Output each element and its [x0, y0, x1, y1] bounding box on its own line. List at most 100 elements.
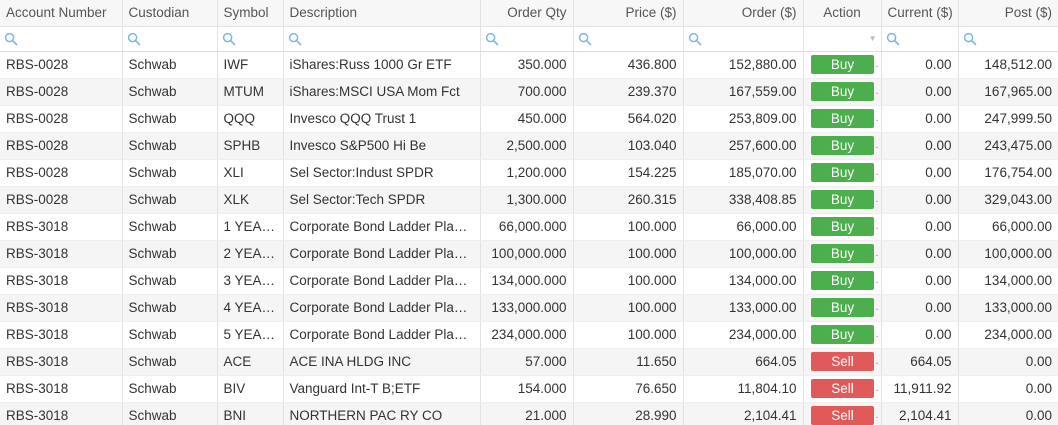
table-row[interactable]: RBS-3018 Schwab BIV Vanguard Int-T B;ETF 154… — [0, 375, 1058, 403]
cell-action: Buy. — [803, 105, 882, 133]
filter-input-custodian[interactable] — [127, 27, 213, 51]
filter-input-price[interactable] — [578, 27, 679, 51]
table-row[interactable]: RBS-0028 Schwab XLK Sel Sector:Tech SPDR 1,3… — [0, 186, 1058, 214]
cell-description: Vanguard Int-T B;ETF — [283, 375, 481, 403]
table-row[interactable]: RBS-0028 Schwab IWF iShares:Russ 1000 Gr ET… — [0, 51, 1058, 79]
filter-cell-account[interactable] — [0, 26, 123, 52]
cell-order-qty: 21.000 — [480, 402, 574, 425]
column-header-row: Account Number Custodian Symbol Descript… — [0, 0, 1058, 27]
table-row[interactable]: RBS-3018 Schwab BNI NORTHERN PAC RY CO 21.00… — [0, 402, 1058, 425]
filter-input-symbol[interactable] — [222, 27, 279, 51]
cell-order-qty: 134,000.000 — [480, 267, 574, 295]
cell-description: Corporate Bond Ladder Place... — [283, 321, 481, 349]
table-row[interactable]: RBS-3018 Schwab 5 YEAR... Corporate Bond La… — [0, 321, 1058, 349]
filter-cell-description[interactable] — [283, 26, 481, 52]
filter-cell-order[interactable] — [683, 26, 804, 52]
cell-current: 0.00 — [881, 240, 959, 268]
cell-marker: . — [875, 166, 879, 178]
filter-input-description[interactable] — [288, 27, 476, 51]
sell-button[interactable]: Sell — [810, 352, 875, 371]
sell-button[interactable]: Sell — [810, 406, 875, 425]
filter-cell-symbol[interactable] — [217, 26, 284, 52]
sell-button[interactable]: Sell — [810, 379, 875, 398]
cell-current: 0.00 — [881, 186, 959, 214]
filter-cell-current[interactable] — [881, 26, 959, 52]
cell-custodian: Schwab — [122, 375, 218, 403]
cell-post: 0.00 — [958, 375, 1058, 403]
filter-cell-price[interactable] — [573, 26, 684, 52]
cell-order-qty: 234,000.000 — [480, 321, 574, 349]
cell-custodian: Schwab — [122, 321, 218, 349]
cell-custodian: Schwab — [122, 348, 218, 376]
cell-post: 176,754.00 — [958, 159, 1058, 187]
table-row[interactable]: RBS-3018 Schwab 4 YEAR... Corporate Bond La… — [0, 294, 1058, 322]
cell-action: Buy. — [803, 240, 882, 268]
filter-cell-custodian[interactable] — [122, 26, 218, 52]
table-row[interactable]: RBS-0028 Schwab MTUM iShares:MSCI USA Mom F… — [0, 78, 1058, 106]
cell-action: Sell. — [803, 402, 882, 425]
filter-input-action[interactable]: ▼ — [808, 27, 877, 51]
filter-input-account[interactable] — [4, 27, 118, 51]
cell-marker: . — [875, 85, 879, 97]
cell-order-qty: 100,000.000 — [480, 240, 574, 268]
cell-marker: . — [875, 112, 879, 124]
table-row[interactable]: RBS-3018 Schwab ACE ACE INA HLDG INC 57.000 1… — [0, 348, 1058, 376]
filter-cell-order-qty[interactable] — [480, 26, 574, 52]
filter-input-current[interactable] — [886, 27, 954, 51]
cell-account: RBS-3018 — [0, 213, 123, 241]
filter-cell-action[interactable]: ▼ — [803, 26, 882, 52]
cell-price: 28.990 — [573, 402, 684, 425]
cell-order-qty: 450.000 — [480, 105, 574, 133]
column-header-order-qty[interactable]: Order Qty — [480, 0, 574, 27]
buy-button[interactable]: Buy — [810, 298, 875, 317]
column-header-order[interactable]: Order ($) — [683, 0, 804, 27]
cell-order: 2,104.41 — [683, 402, 804, 425]
buy-button[interactable]: Buy — [810, 217, 875, 236]
column-header-post[interactable]: Post ($) — [958, 0, 1058, 27]
column-header-custodian[interactable]: Custodian — [122, 0, 218, 27]
cell-order-qty: 350.000 — [480, 51, 574, 79]
filter-input-post[interactable] — [963, 27, 1055, 51]
table-row[interactable]: RBS-3018 Schwab 2 YEAR... Corporate Bond La… — [0, 240, 1058, 268]
cell-custodian: Schwab — [122, 51, 218, 79]
cell-marker: . — [875, 301, 879, 313]
column-header-price[interactable]: Price ($) — [573, 0, 684, 27]
column-header-symbol[interactable]: Symbol — [217, 0, 284, 27]
buy-button[interactable]: Buy — [810, 109, 875, 128]
table-row[interactable]: RBS-3018 Schwab 3 YEAR... Corporate Bond La… — [0, 267, 1058, 295]
table-row[interactable]: RBS-0028 Schwab XLI Sel Sector:Indust SPDR 1… — [0, 159, 1058, 187]
cell-action: Buy. — [803, 159, 882, 187]
column-header-description[interactable]: Description — [283, 0, 481, 27]
cell-price: 564.020 — [573, 105, 684, 133]
cell-account: RBS-0028 — [0, 105, 123, 133]
cell-order: 664.05 — [683, 348, 804, 376]
filter-cell-post[interactable] — [958, 26, 1058, 52]
table-row[interactable]: RBS-0028 Schwab SPHB Invesco S&P500 Hi Be 2,… — [0, 132, 1058, 160]
buy-button[interactable]: Buy — [810, 55, 875, 74]
cell-marker: . — [875, 382, 879, 394]
cell-current: 0.00 — [881, 213, 959, 241]
table-row[interactable]: RBS-3018 Schwab 1 YEAR... Corporate Bond La… — [0, 213, 1058, 241]
cell-description: Corporate Bond Ladder Place... — [283, 267, 481, 295]
buy-button[interactable]: Buy — [810, 244, 875, 263]
search-icon — [127, 32, 141, 46]
buy-button[interactable]: Buy — [810, 325, 875, 344]
chevron-down-icon[interactable]: ▼ — [868, 34, 877, 43]
cell-post: 133,000.00 — [958, 294, 1058, 322]
column-header-account-number[interactable]: Account Number — [0, 0, 123, 27]
cell-action: Buy. — [803, 294, 882, 322]
cell-account: RBS-0028 — [0, 51, 123, 79]
buy-button[interactable]: Buy — [810, 190, 875, 209]
filter-input-order-qty[interactable] — [485, 27, 569, 51]
filter-input-order[interactable] — [688, 27, 799, 51]
column-header-action[interactable]: Action — [803, 0, 882, 27]
cell-account: RBS-3018 — [0, 402, 123, 425]
buy-button[interactable]: Buy — [810, 163, 875, 182]
cell-order-qty: 133,000.000 — [480, 294, 574, 322]
buy-button[interactable]: Buy — [810, 136, 875, 155]
cell-custodian: Schwab — [122, 132, 218, 160]
buy-button[interactable]: Buy — [810, 82, 875, 101]
column-header-current[interactable]: Current ($) — [881, 0, 959, 27]
buy-button[interactable]: Buy — [810, 271, 875, 290]
table-row[interactable]: RBS-0028 Schwab QQQ Invesco QQQ Trust 1 450.… — [0, 105, 1058, 133]
